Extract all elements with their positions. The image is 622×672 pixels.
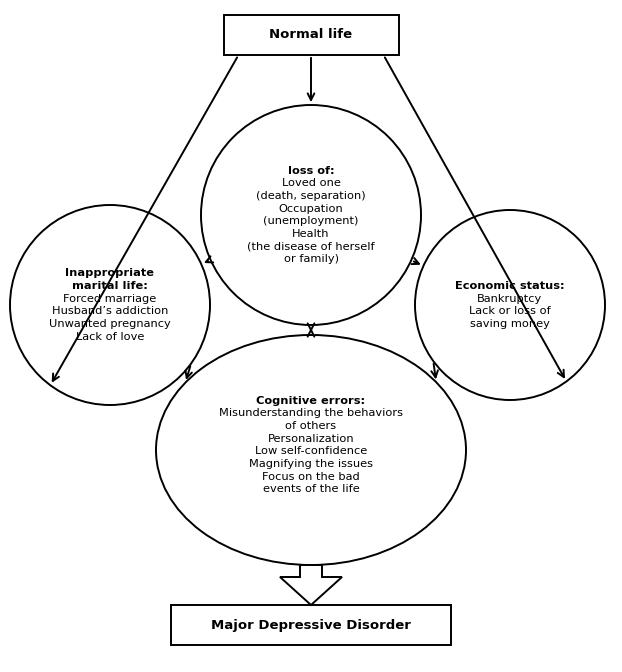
Ellipse shape (10, 205, 210, 405)
Text: saving money: saving money (470, 319, 550, 329)
Text: or family): or family) (284, 255, 338, 265)
Text: Forced marriage: Forced marriage (63, 294, 157, 304)
Bar (223, 15, 399, 55)
Text: marital life:: marital life: (72, 281, 148, 291)
Text: Loved one: Loved one (282, 178, 340, 188)
Text: Occupation: Occupation (279, 204, 343, 214)
Text: Economic status:: Economic status: (455, 281, 565, 291)
Ellipse shape (415, 210, 605, 400)
Polygon shape (280, 565, 342, 605)
Text: (death, separation): (death, separation) (256, 191, 366, 201)
Text: (unemployment): (unemployment) (263, 216, 359, 226)
Ellipse shape (156, 335, 466, 565)
Text: Focus on the bad: Focus on the bad (262, 472, 360, 482)
Text: Lack of love: Lack of love (76, 332, 144, 342)
Text: loss of:: loss of: (288, 165, 334, 175)
Text: Misunderstanding the behaviors: Misunderstanding the behaviors (219, 408, 403, 418)
Text: of others: of others (285, 421, 337, 431)
Text: (the disease of herself: (the disease of herself (247, 242, 375, 252)
Text: Personalization: Personalization (267, 433, 355, 444)
Text: Low self-confidence: Low self-confidence (255, 446, 367, 456)
Text: Cognitive errors:: Cognitive errors: (256, 396, 366, 405)
Text: events of the life: events of the life (262, 485, 360, 495)
Text: Magnifying the issues: Magnifying the issues (249, 459, 373, 469)
Text: Unwanted pregnancy: Unwanted pregnancy (49, 319, 171, 329)
Text: Lack or loss of: Lack or loss of (469, 306, 551, 317)
Text: Health: Health (292, 229, 330, 239)
Text: Bankruptcy: Bankruptcy (477, 294, 542, 304)
Ellipse shape (201, 105, 421, 325)
Text: Normal life: Normal life (269, 28, 353, 42)
Text: Inappropriate: Inappropriate (65, 268, 154, 278)
Text: Husband’s addiction: Husband’s addiction (52, 306, 168, 317)
Bar (171, 605, 451, 645)
Text: Major Depressive Disorder: Major Depressive Disorder (211, 618, 411, 632)
